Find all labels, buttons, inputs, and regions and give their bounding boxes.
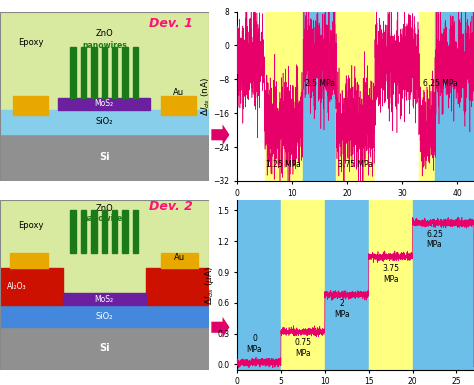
Text: 3.75 MPa: 3.75 MPa [338,159,373,169]
Bar [237,12,264,181]
Bar [419,12,436,181]
Bar [281,200,325,370]
Bar [133,47,138,98]
Bar [12,96,48,115]
X-axis label: Time (s): Time (s) [337,203,374,212]
Bar [0,110,209,134]
Text: Al₂O₃: Al₂O₃ [7,282,27,291]
Bar [58,98,150,110]
Text: Epoxy: Epoxy [18,221,44,230]
Y-axis label: $\Delta I_{ds}$ ($\mu$A): $\Delta I_{ds}$ ($\mu$A) [203,265,216,305]
Bar [70,47,76,98]
Text: Au: Au [173,89,184,97]
Bar [112,210,118,253]
Text: 6.25 MPa: 6.25 MPa [423,79,458,88]
Bar [101,47,107,98]
Text: Si: Si [99,152,109,162]
Bar [10,253,48,268]
Text: Dev. 2: Dev. 2 [149,201,193,213]
Bar [81,47,86,98]
Bar [325,200,369,370]
Text: nanowires: nanowires [82,214,127,223]
Text: 3.75
MPa: 3.75 MPa [382,264,399,284]
Bar [0,268,63,305]
Bar [264,12,303,181]
Bar [146,268,209,305]
Text: 0.75
MPa: 0.75 MPa [294,338,311,358]
Bar [237,200,281,370]
Text: MoS₂: MoS₂ [95,295,114,304]
Bar [101,210,107,253]
Text: SiO₂: SiO₂ [96,117,113,126]
Bar [122,210,128,253]
Text: ZnO: ZnO [95,29,113,38]
Bar [369,200,412,370]
Bar [0,134,209,181]
Bar [375,12,419,181]
Bar [70,210,76,253]
Bar [336,12,375,181]
Text: 2.5 MPa: 2.5 MPa [305,79,335,88]
Bar [412,200,474,370]
Bar [0,327,209,370]
Text: 0
MPa: 0 MPa [247,334,263,354]
Bar [91,210,97,253]
Text: MoS₂: MoS₂ [95,99,114,108]
Bar [112,47,118,98]
Bar [303,12,336,181]
Bar [161,96,196,115]
Text: ZnO: ZnO [95,204,113,213]
Text: nanowires: nanowires [82,41,127,50]
Text: Dev. 1: Dev. 1 [149,17,193,30]
Text: Au: Au [174,253,185,262]
Y-axis label: $\Delta I_{ds}$ (nA): $\Delta I_{ds}$ (nA) [200,77,212,116]
Bar [161,253,198,268]
Text: 6.25
MPa: 6.25 MPa [426,229,443,249]
Text: Si: Si [99,343,109,353]
Text: 2
MPa: 2 MPa [335,299,350,319]
Bar [81,210,86,253]
Text: Epoxy: Epoxy [18,38,44,47]
Bar [122,47,128,98]
Bar [0,305,209,327]
Text: 1.25 MPa: 1.25 MPa [266,159,301,169]
Bar [133,210,138,253]
Bar [91,47,97,98]
Bar [436,12,474,181]
Bar [63,293,146,305]
Text: SiO₂: SiO₂ [96,312,113,321]
